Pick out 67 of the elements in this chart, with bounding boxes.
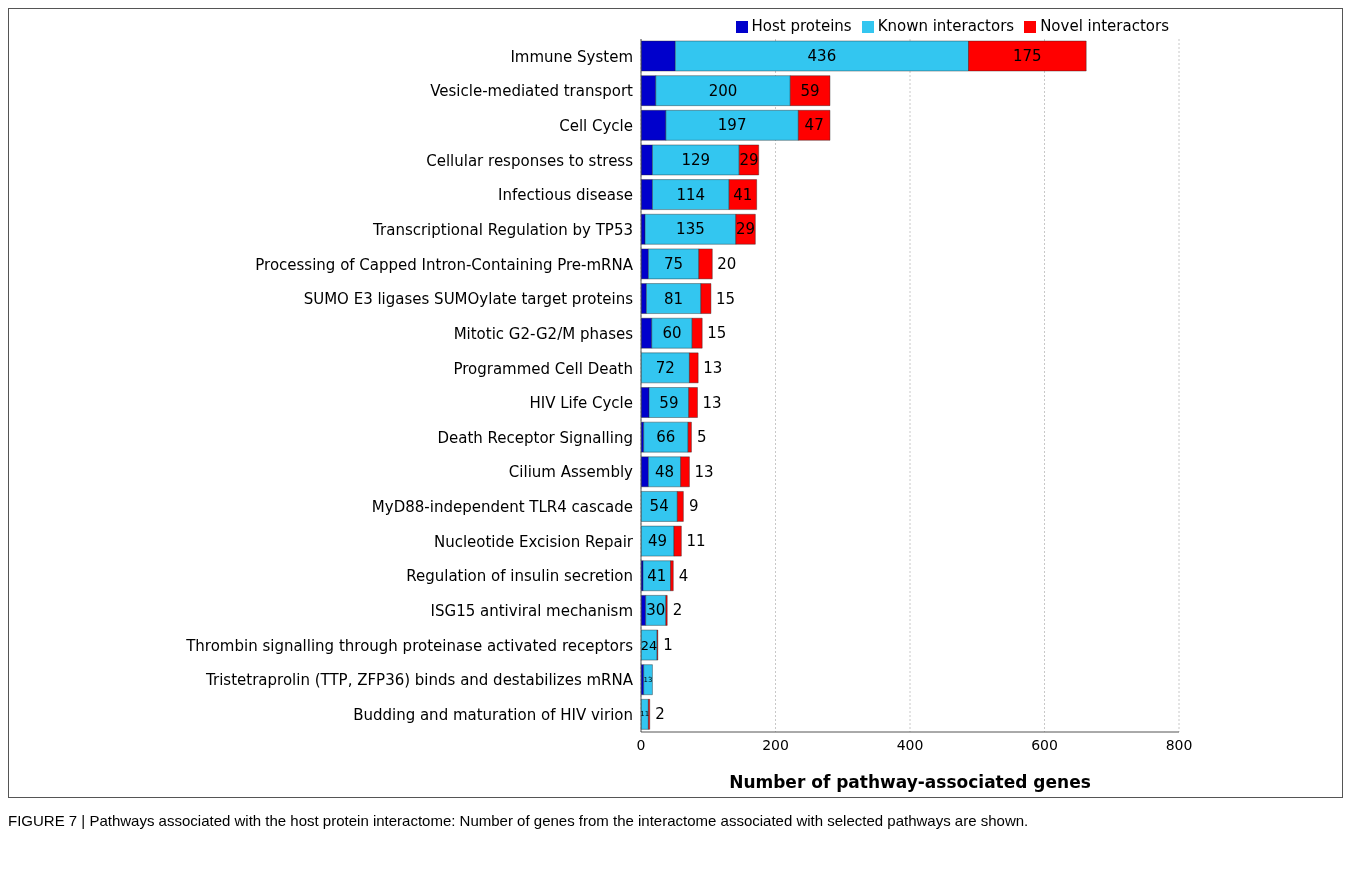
data-label: 5 — [696, 428, 707, 447]
data-label: 41 — [647, 566, 667, 585]
y-tick-label: Mitotic G2-G2/M phases — [453, 324, 634, 343]
data-label: 2 — [672, 601, 683, 620]
x-tick-label: 800 — [1165, 736, 1193, 753]
y-tick-label: Thrombin signalling through proteinase activated receptors — [185, 636, 634, 655]
data-label: 13 — [702, 393, 722, 412]
y-tick-label: Infectious disease — [498, 186, 633, 205]
y-tick-label: Processing of Capped Intron-Containing Pre-mRNA — [255, 255, 634, 274]
data-label: 48 — [654, 462, 675, 481]
data-label: 59 — [800, 81, 820, 100]
data-label: 15 — [715, 289, 736, 308]
data-label: 72 — [655, 358, 675, 377]
data-label: 29 — [736, 220, 756, 239]
data-label: 20 — [717, 254, 737, 273]
legend-label: Novel interactors — [1040, 17, 1169, 35]
data-label: 135 — [676, 220, 705, 239]
x-tick-label: 200 — [762, 736, 789, 753]
data-label: 29 — [739, 150, 759, 169]
caption: FIGURE 7 | Pathways associated with the host protein interactome: Number of genes from the interactome associated with selected pathways are shown. — [8, 812, 1030, 829]
y-tick-label: SUMO E3 ligases SUMOylate target proteins — [303, 290, 634, 309]
data-label: 1 — [663, 636, 673, 655]
y-tick-label: Death Receptor Signalling — [437, 428, 633, 447]
data-label: 54 — [649, 497, 669, 516]
x-tick-label: 0 — [636, 736, 646, 753]
y-tick-label: Budding and maturation of HIV virion — [353, 706, 633, 724]
y-tick-label: MyD88-independent TLR4 cascade — [371, 498, 633, 517]
data-label: 30 — [646, 601, 666, 620]
data-label: 41 — [733, 185, 753, 204]
data-label: 81 — [664, 289, 684, 308]
y-tick-label: Cilium Assembly — [508, 463, 634, 482]
x-axis-title: Number of pathway-associated genes — [729, 772, 1091, 792]
data-label: 59 — [659, 393, 679, 412]
data-label: 436 — [807, 47, 837, 65]
data-label: 75 — [664, 254, 684, 273]
data-label: 9 — [688, 497, 699, 516]
data-label: 200 — [708, 81, 738, 100]
y-tick-label: Tristetraprolin (TTP, ZFP36) binds and destabilizes mRNA — [205, 671, 634, 690]
data-label: 4 — [678, 566, 689, 585]
data-label: 47 — [804, 116, 824, 135]
data-label: 2 — [655, 705, 665, 724]
y-tick-label: Vesicle-mediated transport — [430, 82, 634, 101]
data-label: 66 — [656, 428, 676, 447]
x-tick-label: 400 — [896, 736, 924, 753]
y-tick-label: Nucleotide Excision Repair — [433, 532, 634, 551]
legend-label: Known interactors — [877, 17, 1015, 35]
x-tick-label: 600 — [1031, 736, 1058, 753]
data-label: 114 — [676, 185, 706, 204]
data-label: 24 — [640, 637, 658, 653]
y-tick-label: Programmed Cell Death — [453, 359, 633, 378]
data-label: 60 — [662, 324, 682, 343]
y-tick-label: Cellular responses to stress — [426, 151, 634, 170]
data-label: 49 — [647, 532, 668, 551]
y-tick-label: Transcriptional Regulation by TP53 — [372, 220, 633, 239]
y-tick-label: Cell Cycle — [559, 116, 633, 135]
y-tick-label: HIV Life Cycle — [529, 394, 633, 413]
data-label: 13 — [694, 462, 714, 481]
y-tick-label: Immune System — [510, 47, 633, 66]
data-label: 13 — [703, 358, 723, 377]
data-label: 197 — [717, 116, 747, 135]
data-label: 175 — [1013, 47, 1042, 65]
y-tick-label: Regulation of insulin secretion — [406, 567, 633, 586]
legend-label: Host proteins — [751, 17, 852, 35]
data-label: 11 — [686, 532, 706, 551]
data-label: 15 — [707, 324, 727, 343]
y-tick-label: ISG15 antiviral mechanism — [430, 602, 633, 621]
data-label: 129 — [681, 150, 711, 169]
